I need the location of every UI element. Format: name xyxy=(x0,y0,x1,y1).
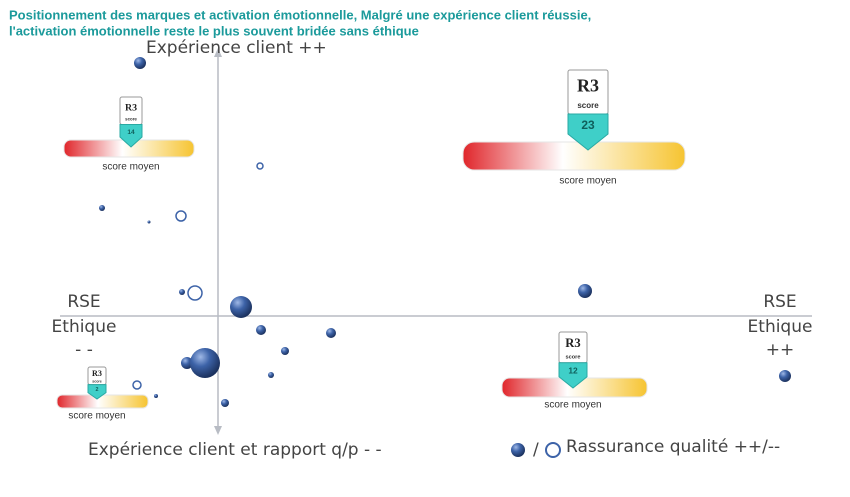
bubble xyxy=(190,348,220,378)
legend-filled xyxy=(511,443,525,457)
bubble xyxy=(256,325,266,335)
title: Positionnement des marques et activation… xyxy=(9,7,591,22)
arrow xyxy=(214,48,222,57)
score-caption: score moyen xyxy=(68,411,125,422)
score: 12 xyxy=(568,365,578,375)
logo-sub: score xyxy=(92,379,102,383)
score: 14 xyxy=(127,129,135,136)
score-bar xyxy=(462,141,686,171)
bubble-hollow xyxy=(175,210,187,222)
score-caption: score moyen xyxy=(544,400,601,411)
axis-label: RSE xyxy=(763,292,796,312)
bubble xyxy=(268,372,274,378)
score-pointer xyxy=(119,124,143,148)
bubble xyxy=(578,284,592,298)
score-pointer xyxy=(87,384,107,400)
score-bar xyxy=(56,394,149,409)
bubble xyxy=(147,220,151,224)
bubble xyxy=(779,370,791,382)
axis-label: ++ xyxy=(766,340,795,360)
axis-label: Ethique xyxy=(52,317,117,337)
legend-separator: / xyxy=(533,440,539,460)
logo-sub: score xyxy=(566,355,581,361)
bubble xyxy=(221,399,229,407)
legend-label: Rassurance qualité ++/-- xyxy=(566,437,780,457)
bubble xyxy=(181,357,193,369)
score-pointer xyxy=(558,362,588,389)
bubble xyxy=(281,347,289,355)
bubble xyxy=(154,394,158,398)
bubble-hollow xyxy=(187,285,203,301)
title: l'activation émotionnelle reste le plus … xyxy=(9,23,419,38)
logo-sub: score xyxy=(125,117,137,122)
bubble-hollow xyxy=(256,162,264,170)
score: 23 xyxy=(581,118,595,132)
logo-sub: score xyxy=(577,101,599,110)
arrow xyxy=(214,426,222,435)
axis-label: Expérience client ++ xyxy=(146,38,327,58)
axis-label: Expérience client et rapport q/p - - xyxy=(88,440,382,460)
bubble xyxy=(134,57,146,69)
score: 2 xyxy=(96,387,99,393)
logo-text: R3 xyxy=(565,336,580,350)
score-caption: score moyen xyxy=(102,162,159,173)
logo-text: R3 xyxy=(92,369,102,378)
logo-text: R3 xyxy=(577,76,599,96)
bubble xyxy=(99,205,105,211)
bubble xyxy=(230,296,252,318)
score-pointer xyxy=(567,113,609,151)
axis-label: - - xyxy=(75,340,93,360)
score-caption: score moyen xyxy=(559,176,616,187)
bubble xyxy=(179,289,185,295)
axis-label: RSE xyxy=(67,292,100,312)
bubbles xyxy=(99,57,791,407)
bubble xyxy=(326,328,336,338)
logo-text: R3 xyxy=(125,102,137,113)
bubble-hollow xyxy=(132,380,142,390)
legend-hollow xyxy=(545,442,561,458)
axis-label: Ethique xyxy=(748,317,813,337)
